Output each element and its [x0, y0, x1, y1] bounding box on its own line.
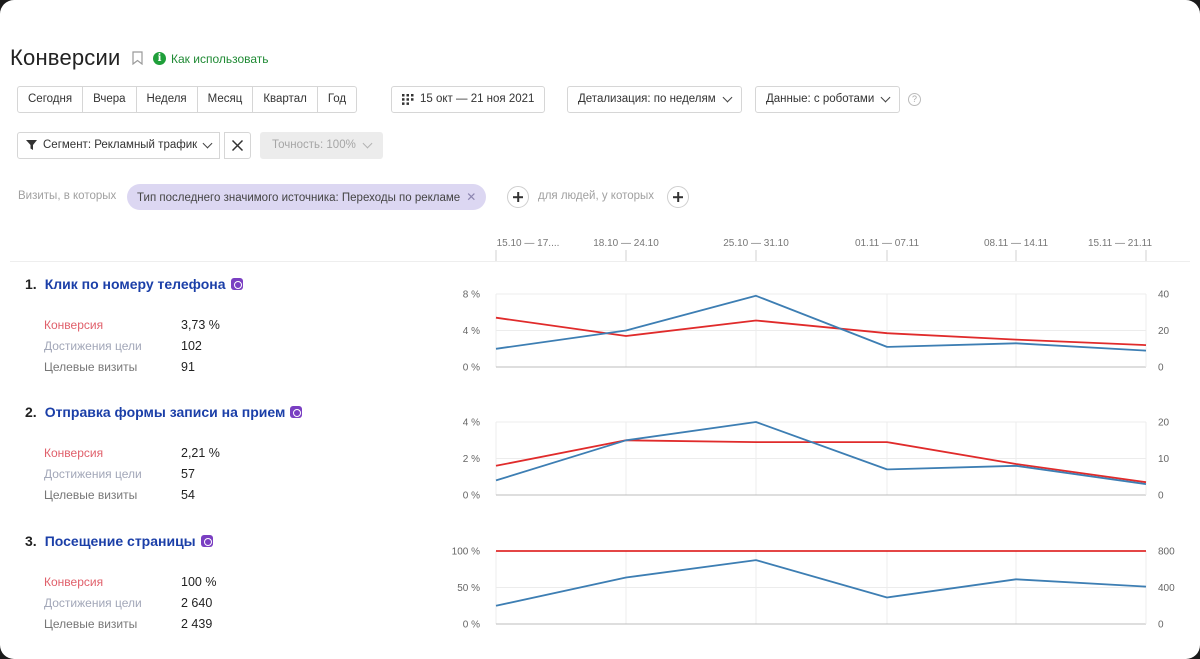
achievements-value: 102	[181, 339, 202, 353]
page-title: Конверсии	[10, 45, 121, 70]
visits-value: 54	[181, 488, 195, 502]
period-selector: Сегодня Вчера Неделя Месяц Квартал Год	[17, 86, 358, 113]
add-people-condition-button[interactable]	[667, 186, 689, 208]
visits-label: Целевые визиты	[44, 617, 138, 631]
add-visit-condition-button[interactable]	[507, 186, 529, 208]
accuracy-label: Точность: 100%	[272, 139, 356, 151]
right-axis-tick-label: 10	[1158, 454, 1170, 465]
right-axis-tick-label: 20	[1158, 326, 1170, 337]
visits-label: Целевые визиты	[44, 488, 138, 502]
source-filter-chip[interactable]: Тип последнего значимого источника: Пере…	[127, 184, 487, 210]
goal-number: 2.	[25, 404, 37, 420]
week-label: 15.10 — 17....	[496, 238, 560, 249]
achievements-label: Достижения цели	[44, 339, 142, 353]
segment-dropdown[interactable]: Сегмент: Рекламный трафик	[17, 132, 221, 159]
period-month-button[interactable]: Месяц	[198, 87, 254, 112]
phone-goal-icon	[230, 278, 243, 290]
visits-filter-label: Визиты, в которых	[18, 190, 117, 202]
data-mode-dropdown[interactable]: Данные: с роботами	[755, 86, 901, 113]
left-axis-tick-label: 100 %	[452, 547, 480, 558]
left-axis-tick-label: 0 %	[463, 363, 480, 374]
form-goal-icon	[290, 406, 303, 418]
segment-label: Сегмент: Рекламный трафик	[43, 139, 198, 151]
question-icon[interactable]: ?	[908, 93, 921, 106]
goal-number: 3.	[25, 533, 37, 549]
detail-label: Детализация: по неделям	[578, 93, 716, 105]
right-axis-tick-label: 40	[1158, 290, 1170, 301]
week-label: 25.10 — 31.10	[723, 238, 789, 249]
conversion-value: 3,73 %	[181, 318, 220, 332]
visits-series-line	[495, 559, 1147, 607]
left-axis-tick-label: 0 %	[463, 620, 480, 631]
visits-series-line	[495, 421, 1147, 485]
close-icon	[231, 139, 244, 152]
close-icon[interactable]: ✕	[466, 190, 477, 204]
left-axis-tick-label: 0 %	[463, 491, 480, 502]
funnel-icon	[26, 140, 37, 150]
source-filter-chip-label: Тип последнего значимого источника: Пере…	[137, 192, 461, 204]
goal-3-title: 3. Посещение страницы	[25, 533, 213, 549]
data-mode-label: Данные: с роботами	[766, 93, 875, 105]
left-axis-tick-label: 50 %	[457, 583, 480, 594]
left-axis-tick-label: 2 %	[463, 454, 480, 465]
page-goal-icon	[200, 535, 213, 547]
visits-label: Целевые визиты	[44, 360, 138, 374]
detail-dropdown[interactable]: Детализация: по неделям	[567, 86, 742, 113]
conversion-series-line	[495, 439, 1147, 484]
period-week-button[interactable]: Неделя	[137, 87, 198, 112]
accuracy-dropdown[interactable]: Точность: 100%	[260, 132, 383, 159]
date-range-label: 15 окт — 21 ноя 2021	[420, 93, 535, 105]
conversion-label: Конверсия	[44, 575, 104, 589]
goal-2-title: 2. Отправка формы записи на прием	[25, 404, 303, 420]
achievements-label: Достижения цели	[44, 467, 142, 481]
visits-value: 91	[181, 360, 195, 374]
goal-2-link[interactable]: Отправка формы записи на прием	[44, 404, 286, 420]
week-label: 18.10 — 24.10	[593, 238, 659, 249]
week-label: 15.11 — 21.11	[1087, 238, 1153, 249]
right-axis-tick-label: 0	[1158, 491, 1164, 502]
segment-clear-button[interactable]	[224, 132, 251, 159]
achievements-label: Достижения цели	[44, 596, 142, 610]
left-axis-tick-label: 8 %	[463, 290, 480, 301]
conversion-value: 2,21 %	[181, 446, 220, 460]
date-range-picker[interactable]: 15 окт — 21 ноя 2021	[391, 86, 546, 113]
period-yesterday-button[interactable]: Вчера	[83, 87, 137, 112]
goal-number: 1.	[25, 276, 37, 292]
left-axis-tick-label: 4 %	[463, 418, 480, 429]
achievements-value: 57	[181, 467, 195, 481]
conversion-value: 100 %	[181, 575, 217, 589]
how-to-use-link[interactable]: Как использовать	[171, 52, 269, 66]
period-quarter-button[interactable]: Квартал	[253, 87, 318, 112]
right-axis-tick-label: 0	[1158, 620, 1164, 631]
right-axis-tick-label: 20	[1158, 418, 1170, 429]
visits-value: 2 439	[181, 617, 213, 631]
people-filter-label: для людей, у которых	[538, 190, 655, 202]
bookmark-icon[interactable]	[132, 51, 143, 65]
goal-1-title: 1. Клик по номеру телефона	[25, 276, 243, 292]
timeline-divider	[10, 261, 1190, 262]
period-year-button[interactable]: Год	[327, 93, 347, 105]
calendar-icon	[402, 94, 414, 105]
right-axis-tick-label: 800	[1158, 547, 1175, 558]
right-axis-tick-label: 400	[1158, 583, 1175, 594]
achievements-value: 2 640	[181, 596, 213, 610]
goal-1-link[interactable]: Клик по номеру телефона	[44, 276, 226, 292]
info-icon: i	[153, 52, 166, 65]
right-axis-tick-label: 0	[1158, 363, 1164, 374]
week-label: 01.11 — 07.11	[854, 238, 920, 249]
conversion-label: Конверсия	[44, 318, 104, 332]
conversion-label: Конверсия	[44, 446, 104, 460]
period-today-button[interactable]: Сегодня	[18, 87, 84, 112]
goal-3-link[interactable]: Посещение страницы	[44, 533, 196, 549]
week-label: 08.11 — 14.11	[983, 238, 1049, 249]
visits-series-line	[495, 294, 1147, 352]
left-axis-tick-label: 4 %	[463, 326, 480, 337]
